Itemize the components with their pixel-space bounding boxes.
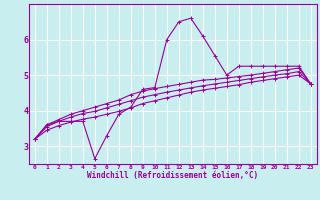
X-axis label: Windchill (Refroidissement éolien,°C): Windchill (Refroidissement éolien,°C) bbox=[87, 171, 258, 180]
